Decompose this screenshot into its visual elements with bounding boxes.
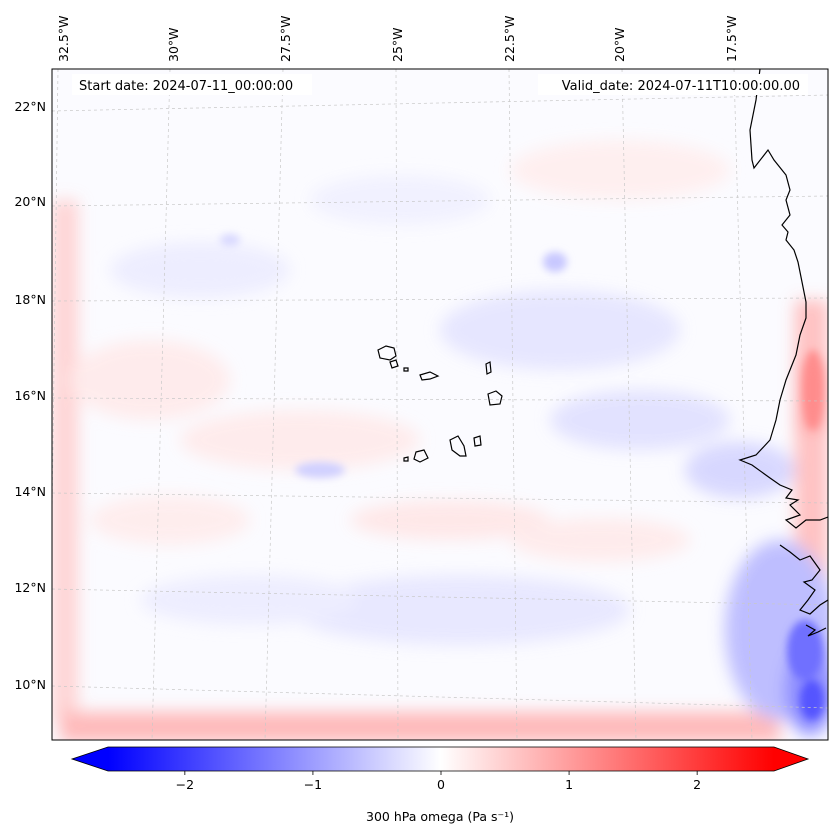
lat-label: 12°N [14,580,46,595]
colorbar: −2 −1 0 1 2 300 hPa omega (Pa s⁻¹) [70,746,810,824]
colorbar-tick-label: −2 [176,777,194,792]
santiago [449,435,467,457]
valid-date-label: Valid_date: 2024-07-11T10:00:00.00 [562,79,800,94]
colorbar-body [108,747,774,771]
lon-label: 25°W [390,27,405,62]
lon-labels: 32.5°W 30°W 27.5°W 25°W 22.5°W 20°W 17.5… [56,16,739,62]
boa-vista [487,390,503,406]
lat-label: 18°N [14,292,46,307]
lon-label: 27.5°W [278,16,293,62]
map-panel: Start date: 2024-07-11_00:00:00 Valid_da… [52,69,828,740]
lon-label: 32.5°W [56,16,71,62]
start-date-label: Start date: 2024-07-11_00:00:00 [79,79,293,94]
valid-date-box [538,74,808,95]
santa-luzia [403,367,409,372]
graticule [52,69,828,740]
colorbar-ticks: −2 −1 0 1 2 [176,771,701,792]
colorbar-tick-label: 2 [693,777,701,792]
lat-label: 20°N [14,194,46,209]
map-frame [51,68,829,741]
sao-vicente [389,359,399,369]
lon-label: 30°W [166,27,181,62]
sal [485,361,492,375]
lat-label: 14°N [14,484,46,499]
lat-label: 10°N [14,677,46,692]
coastlines [377,69,828,637]
lat-label: 22°N [14,99,46,114]
lon-label: 17.5°W [724,16,739,62]
bijagos-coastline [779,544,828,615]
fogo [413,449,429,463]
omega-field [52,140,828,740]
lon-label: 22.5°W [502,16,517,62]
start-date-box [72,74,312,95]
lat-labels: 22°N 20°N 18°N 16°N 14°N 12°N 10°N [14,99,46,692]
colorbar-max-extend [774,747,808,771]
colorbar-tick-label: 0 [437,777,445,792]
sao-nicolau [419,371,440,381]
santo-antao [377,345,397,361]
colorbar-label: 300 hPa omega (Pa s⁻¹) [366,809,514,824]
colorbar-min-extend [72,747,108,771]
colorbar-tick-label: −1 [304,777,322,792]
maio [473,435,482,447]
lon-label: 20°W [612,27,627,62]
west-africa-coastline [738,69,828,529]
colorbar-outline [70,746,810,772]
lat-label: 16°N [14,388,46,403]
coast-south [805,624,827,637]
brava [403,456,409,462]
colorbar-tick-label: 1 [565,777,573,792]
